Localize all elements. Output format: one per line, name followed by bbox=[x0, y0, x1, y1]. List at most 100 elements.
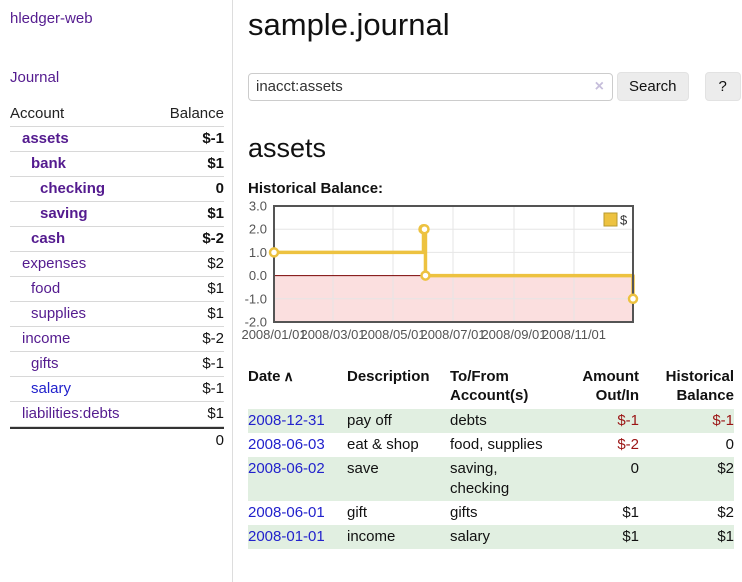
brand-link[interactable]: hledger-web bbox=[10, 10, 93, 27]
transaction-description: gift bbox=[347, 504, 368, 521]
transaction-amount: $-1 bbox=[550, 409, 639, 433]
total-balance: 0 bbox=[153, 427, 224, 453]
x-axis-tick-label: 2008/11/01 bbox=[542, 327, 606, 342]
transaction-description: income bbox=[347, 525, 450, 549]
transaction-date-link[interactable]: 2008-06-01 bbox=[248, 504, 325, 521]
balance-chart: 3.0 2.0 1.0 0.0 -1.0 -2.02008/01/012008/03/01… bbox=[241, 199, 639, 342]
account-heading: assets bbox=[248, 133, 327, 163]
account-balance: $1 bbox=[153, 151, 224, 176]
main-content: sample.journal × Search ? assets Histori… bbox=[233, 0, 742, 582]
account-row: gifts $-1 bbox=[10, 351, 224, 376]
account-balance: $1 bbox=[153, 201, 224, 226]
data-point[interactable] bbox=[268, 247, 280, 258]
transaction-accounts: saving, checking bbox=[450, 457, 550, 501]
search-button[interactable]: Search bbox=[617, 72, 689, 101]
account-row: expenses $2 bbox=[10, 251, 224, 276]
transaction-date-link[interactable]: 2008-06-02 bbox=[248, 460, 325, 477]
x-axis-tick-label: 2008/07/01 bbox=[420, 327, 485, 342]
data-point[interactable] bbox=[627, 293, 639, 305]
accounts-total-row: 0 bbox=[10, 427, 224, 453]
transaction-date-link[interactable]: 2008-01-01 bbox=[248, 528, 325, 545]
account-balance: $-2 bbox=[153, 326, 224, 351]
account-balance: $1 bbox=[153, 301, 224, 326]
transaction-date-link[interactable]: 2008-06-03 bbox=[248, 436, 325, 453]
sort-asc-icon: ∧ bbox=[283, 368, 294, 384]
x-axis-tick-label: 2008/01/01 bbox=[241, 327, 306, 342]
transaction-amount: 0 bbox=[550, 457, 639, 501]
account-link-checking[interactable]: checking bbox=[40, 180, 106, 197]
account-balance: 0 bbox=[153, 176, 224, 201]
account-row: assets $-1 bbox=[10, 126, 224, 151]
transaction-accounts: salary bbox=[450, 525, 550, 549]
register-row: 2008-01-01 income salary $1 $1 bbox=[248, 525, 734, 549]
chart-border bbox=[273, 205, 634, 323]
accounts-table: Account Balance assets $-1 bank $1 check… bbox=[10, 102, 224, 453]
account-link-assets[interactable]: assets bbox=[22, 130, 69, 147]
transaction-balance: $2 bbox=[717, 504, 734, 521]
account-link-bank[interactable]: bank bbox=[31, 155, 67, 172]
transaction-balance: $2 bbox=[639, 457, 734, 501]
y-axis-tick-label: -1.0 bbox=[245, 291, 267, 306]
account-link-food[interactable]: food bbox=[31, 280, 61, 297]
y-axis-tick-label: -2.0 bbox=[245, 315, 267, 330]
page-title: sample.journal bbox=[248, 7, 450, 42]
transaction-balance: 0 bbox=[725, 436, 734, 453]
chart-title: Historical Balance: bbox=[248, 180, 384, 197]
column-accounts: To/From Account(s) bbox=[450, 368, 529, 404]
column-account: Account bbox=[10, 105, 65, 122]
account-balance: $-1 bbox=[153, 376, 224, 401]
sidebar: hledger-web Journal Account Balance asse… bbox=[0, 0, 233, 582]
account-row: income $-2 bbox=[10, 326, 224, 351]
account-link-gifts[interactable]: gifts bbox=[31, 355, 59, 372]
account-row: food $1 bbox=[10, 276, 224, 301]
column-amount: Amount Out/In bbox=[582, 368, 639, 404]
register-row: 2008-12-31 pay off debts $-1 $-1 bbox=[248, 409, 734, 433]
y-axis-tick-label: 2.0 bbox=[249, 222, 267, 237]
register-table: Date ∧ Description To/From Account(s) Amo… bbox=[248, 365, 734, 549]
register-row: 2008-06-03 eat & shop food, supplies $-2… bbox=[248, 433, 734, 457]
transaction-description: pay off bbox=[347, 409, 450, 433]
column-balance: Balance bbox=[169, 105, 224, 122]
account-row: supplies $1 bbox=[10, 301, 224, 326]
account-link-expenses[interactable]: expenses bbox=[22, 255, 87, 272]
account-link-liabilities-debts[interactable]: liabilities:debts bbox=[22, 405, 120, 422]
register-header-row: Date ∧ Description To/From Account(s) Amo… bbox=[248, 365, 734, 409]
account-link-income[interactable]: income bbox=[22, 330, 71, 347]
account-link-saving[interactable]: saving bbox=[40, 205, 88, 222]
register-row: 2008-06-01 gift gifts $1 $2 bbox=[248, 501, 734, 525]
transaction-description: eat & shop bbox=[347, 436, 419, 453]
clear-search-icon[interactable]: × bbox=[594, 77, 604, 95]
account-link-cash[interactable]: cash bbox=[31, 230, 66, 247]
data-point[interactable] bbox=[420, 270, 431, 281]
x-axis-tick-label: 2008/09/01 bbox=[481, 327, 546, 342]
transaction-amount: $-2 bbox=[617, 436, 639, 453]
x-axis-tick-label: 2008/03/01 bbox=[300, 327, 365, 342]
account-link-supplies[interactable]: supplies bbox=[31, 305, 87, 322]
account-balance: $1 bbox=[153, 401, 224, 427]
help-button[interactable]: ? bbox=[704, 72, 741, 101]
transaction-description: save bbox=[347, 457, 450, 501]
transaction-accounts: debts bbox=[450, 409, 550, 433]
column-date[interactable]: Date ∧ bbox=[248, 368, 294, 385]
transaction-balance: $-1 bbox=[639, 409, 734, 433]
data-point[interactable] bbox=[419, 223, 430, 235]
account-row: liabilities:debts $1 bbox=[10, 401, 224, 427]
transaction-balance: $1 bbox=[639, 525, 734, 549]
account-balance: $-1 bbox=[153, 126, 224, 151]
nav-journal-link[interactable]: Journal bbox=[10, 69, 60, 86]
y-axis-tick-label: 1.0 bbox=[249, 245, 267, 260]
search-bar: × Search ? bbox=[248, 72, 741, 101]
account-balance: $2 bbox=[153, 251, 224, 276]
account-balance: $-2 bbox=[153, 226, 224, 251]
transaction-date-link[interactable]: 2008-12-31 bbox=[248, 412, 325, 429]
y-axis-tick-label: 3.0 bbox=[249, 199, 267, 214]
account-balance: $-1 bbox=[153, 351, 224, 376]
legend-label: $ bbox=[620, 213, 628, 228]
search-input[interactable] bbox=[248, 72, 613, 101]
account-balance: $1 bbox=[153, 276, 224, 301]
legend-swatch bbox=[603, 212, 618, 227]
account-row: bank $1 bbox=[10, 151, 224, 176]
transaction-accounts: gifts bbox=[450, 504, 478, 521]
account-link-salary[interactable]: salary bbox=[31, 380, 72, 397]
account-row: saving $1 bbox=[10, 201, 224, 226]
